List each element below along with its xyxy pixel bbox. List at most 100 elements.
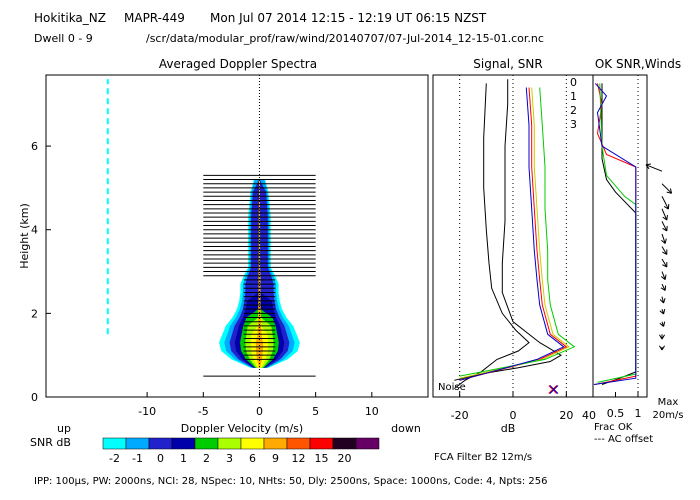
snr-colorbar: -2 -1 0 1 2 3 6 9 12 15 20 xyxy=(102,437,380,465)
wind-vector xyxy=(661,208,668,221)
colorbar-tick-label: 1 xyxy=(180,452,187,465)
frac-ok-frac-green xyxy=(597,83,637,383)
y-tick-label: 6 xyxy=(31,140,38,153)
max-label: Max xyxy=(658,397,679,408)
db-tick-label: 20 xyxy=(559,409,573,422)
wind-arrowhead xyxy=(659,321,666,327)
colorbar-swatch xyxy=(263,437,288,450)
colorbar-swatch xyxy=(194,437,219,450)
fca-filter-label: FCA Filter B2 12m/s xyxy=(434,452,532,463)
wind-arrowhead xyxy=(662,249,668,255)
snr-series-3 xyxy=(459,87,565,381)
frac-ok-label: Frac OK xyxy=(594,422,633,433)
wind-arrowhead xyxy=(658,345,666,351)
noise-label: Noise xyxy=(438,382,466,393)
wind-vector xyxy=(661,283,666,291)
wind-vector xyxy=(661,196,669,210)
frac-tick-label: 1 xyxy=(635,407,642,420)
ac-offset-label: --- AC offset xyxy=(594,434,653,445)
wind-vector xyxy=(661,246,668,255)
legend-entry-2: 2 xyxy=(570,104,577,117)
wind-arrowhead xyxy=(663,204,670,210)
wind-vector xyxy=(661,296,665,304)
db-tick-label: 40 xyxy=(582,409,596,422)
x-tick-label: 0 xyxy=(256,405,263,418)
height-axis-label: Height (km) xyxy=(18,203,31,269)
colorbar-tick-label: 3 xyxy=(226,452,233,465)
noise-marker xyxy=(548,384,558,395)
colorbar-swatch xyxy=(148,437,173,450)
colorbar-swatch xyxy=(240,437,265,450)
colorbar-swatch xyxy=(125,437,150,450)
filepath-label: /scr/data/modular_prof/raw/wind/20140707… xyxy=(146,32,544,45)
wind-arrowhead xyxy=(666,188,673,194)
velocity-axis-label: Doppler Velocity (m/s) xyxy=(181,422,303,435)
spectra-title: Averaged Doppler Spectra xyxy=(159,57,317,71)
frac-ok-frac-blue xyxy=(593,83,637,385)
winds-panel-frame xyxy=(592,74,648,398)
down-label: down xyxy=(391,422,421,435)
wind-arrowhead xyxy=(658,334,666,340)
colorbar-tick-label: 9 xyxy=(272,452,279,465)
wind-arrowhead xyxy=(662,214,668,221)
y-tick-label: 4 xyxy=(31,224,38,237)
legend-entry-0: 0 xyxy=(570,76,577,89)
y-tick-label: 0 xyxy=(31,391,38,404)
colorbar-tick-label: -1 xyxy=(132,452,143,465)
x-tick-label: 5 xyxy=(312,405,319,418)
winds-title: OK SNR,Winds xyxy=(595,57,681,71)
frac-tick-label: 0.5 xyxy=(607,407,625,420)
radar-params: IPP: 100µs, PW: 2000ns, NCI: 28, NSpec: … xyxy=(34,476,547,487)
colorbar-tick-label: 0 xyxy=(157,452,164,465)
wind-arrowhead xyxy=(659,308,666,315)
up-label: up xyxy=(57,422,71,435)
radar-label: MAPR-449 xyxy=(124,11,185,25)
colorbar-tick-label: 6 xyxy=(249,452,256,465)
db-axis-label: dB xyxy=(501,422,516,435)
colorbar-tick-label: -2 xyxy=(109,452,120,465)
x-tick-label: -5 xyxy=(198,405,209,418)
winds-plot: 0.5 1 xyxy=(593,75,673,420)
snr-series-noise xyxy=(453,83,530,389)
wind-arrowhead xyxy=(659,298,666,304)
snr-series-signal xyxy=(454,79,562,381)
datetime-label: Mon Jul 07 2014 12:15 - 12:19 UT 06:15 N… xyxy=(210,11,487,25)
frac-ok-frac-black xyxy=(601,83,637,385)
snr-series-0 xyxy=(459,87,568,381)
station-label: Hokitika_NZ xyxy=(34,11,106,25)
snr-series-2 xyxy=(459,87,576,377)
wind-vector xyxy=(661,183,672,194)
wind-arrowhead xyxy=(662,225,668,232)
wind-vector xyxy=(661,221,668,232)
snr-series-1 xyxy=(459,87,570,379)
db-tick-label: -20 xyxy=(451,409,469,422)
colorbar-swatch xyxy=(171,437,196,450)
wind-vector xyxy=(645,164,663,172)
colorbar-tick-label: 2 xyxy=(203,452,210,465)
colorbar-swatch xyxy=(102,437,127,450)
wind-arrowhead xyxy=(645,163,652,170)
colorbar-tick-label: 15 xyxy=(315,452,329,465)
x-tick-label: -10 xyxy=(138,405,156,418)
wind-arrowhead xyxy=(661,238,667,244)
spectra-panel-frame xyxy=(45,74,429,398)
colorbar-swatch xyxy=(332,437,357,450)
wind-arrowhead xyxy=(660,285,667,291)
legend-entry-3: 3 xyxy=(570,118,577,131)
colorbar-swatch xyxy=(355,437,380,450)
colorbar-swatch xyxy=(217,437,242,450)
noise-marker xyxy=(549,385,559,394)
colorbar-swatch xyxy=(309,437,334,450)
x-tick-label: 10 xyxy=(365,405,379,418)
legend-entry-1: 1 xyxy=(570,90,577,103)
wind-arrowhead xyxy=(660,274,667,280)
colorbar-tick-label: 12 xyxy=(292,452,306,465)
wind-arrowhead xyxy=(662,261,668,268)
max-value-label: 20m/s xyxy=(652,410,683,421)
db-tick-label: 0 xyxy=(510,409,517,422)
snr-db-label: SNR dB xyxy=(30,436,71,449)
wind-vector xyxy=(661,258,668,268)
snr-title: Signal, SNR xyxy=(473,57,542,71)
colorbar-tick-label: 20 xyxy=(338,452,352,465)
